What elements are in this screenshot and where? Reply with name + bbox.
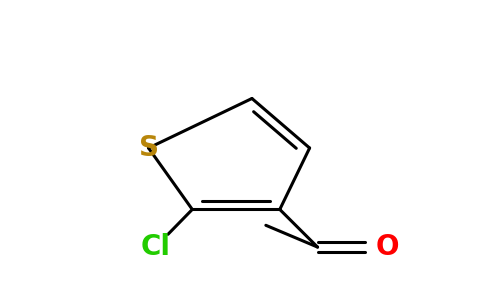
- Text: O: O: [376, 233, 399, 261]
- Text: Cl: Cl: [140, 233, 170, 261]
- Text: S: S: [138, 134, 159, 162]
